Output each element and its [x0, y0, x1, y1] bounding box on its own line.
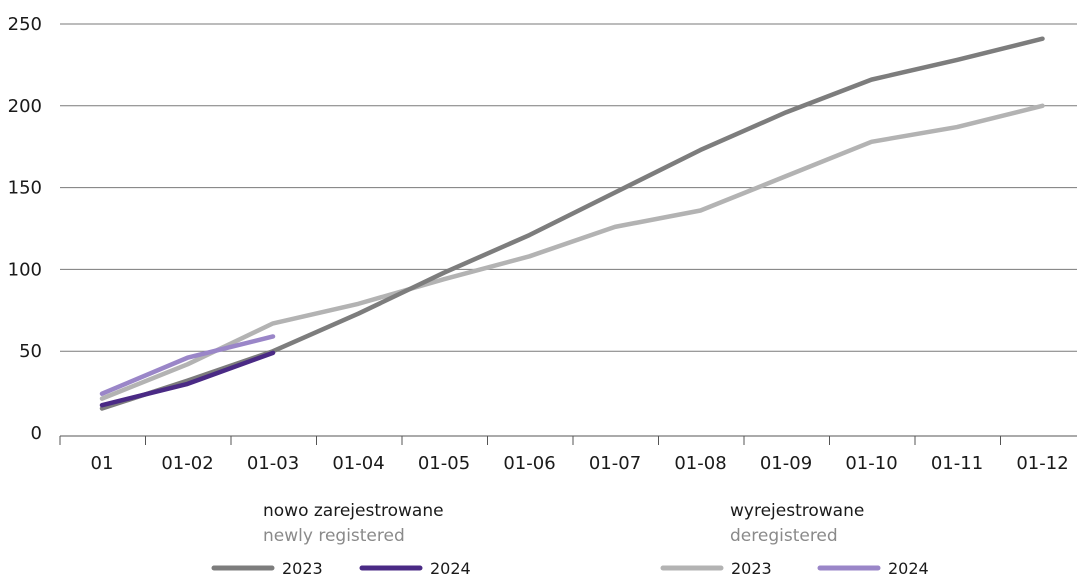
- gridlines: [60, 23, 1077, 352]
- legend-label: 2024: [430, 559, 471, 577]
- x-tick-label: 01-09: [760, 453, 812, 474]
- y-tick-label: 0: [31, 423, 42, 444]
- x-tick-label: 01-04: [332, 453, 384, 474]
- x-tick-label: 01-05: [418, 453, 470, 474]
- legend-group-title: nowo zarejestrowane: [263, 501, 444, 521]
- legend-group-subtitle: newly registered: [263, 526, 405, 546]
- y-tick-labels: 0 50 100 150 200 250: [8, 14, 42, 444]
- x-tick-label: 01-11: [931, 453, 983, 474]
- series-line-newly-registered-2024: [99, 350, 276, 408]
- legend-label: 2024: [888, 559, 929, 577]
- legend: nowo zarejestrowane newly registered 2023 2…: [211, 501, 929, 577]
- y-tick-label: 100: [8, 259, 42, 280]
- y-tick-label: 200: [8, 96, 42, 117]
- x-tick-label: 01-08: [674, 453, 726, 474]
- legend-group-subtitle: deregistered: [730, 526, 838, 546]
- series-line-deregistered-2024: [99, 334, 276, 396]
- series-line-deregistered-2023: [99, 103, 1045, 401]
- series-lines: [99, 36, 1045, 411]
- x-tick-label: 01-06: [503, 453, 555, 474]
- y-tick-label: 250: [8, 14, 42, 35]
- x-tick-label: 01-03: [247, 453, 299, 474]
- x-tick-label: 01-07: [589, 453, 641, 474]
- x-tick-label: 01-12: [1016, 453, 1068, 474]
- y-tick-label: 150: [8, 178, 42, 199]
- x-tick-label: 01-10: [845, 453, 897, 474]
- x-tick-label: 01: [91, 453, 114, 474]
- y-tick-label: 50: [19, 341, 42, 362]
- series-line-newly-registered-2023: [99, 36, 1045, 411]
- legend-label: 2023: [282, 559, 323, 577]
- x-axis: [59, 435, 1077, 445]
- legend-label: 2023: [731, 559, 772, 577]
- legend-group-title: wyrejestrowane: [730, 501, 864, 521]
- x-tick-label: 01-02: [161, 453, 213, 474]
- x-tick-labels: 01 01-02 01-03 01-04 01-05 01-06 01-07 01-08 01-…: [91, 453, 1069, 474]
